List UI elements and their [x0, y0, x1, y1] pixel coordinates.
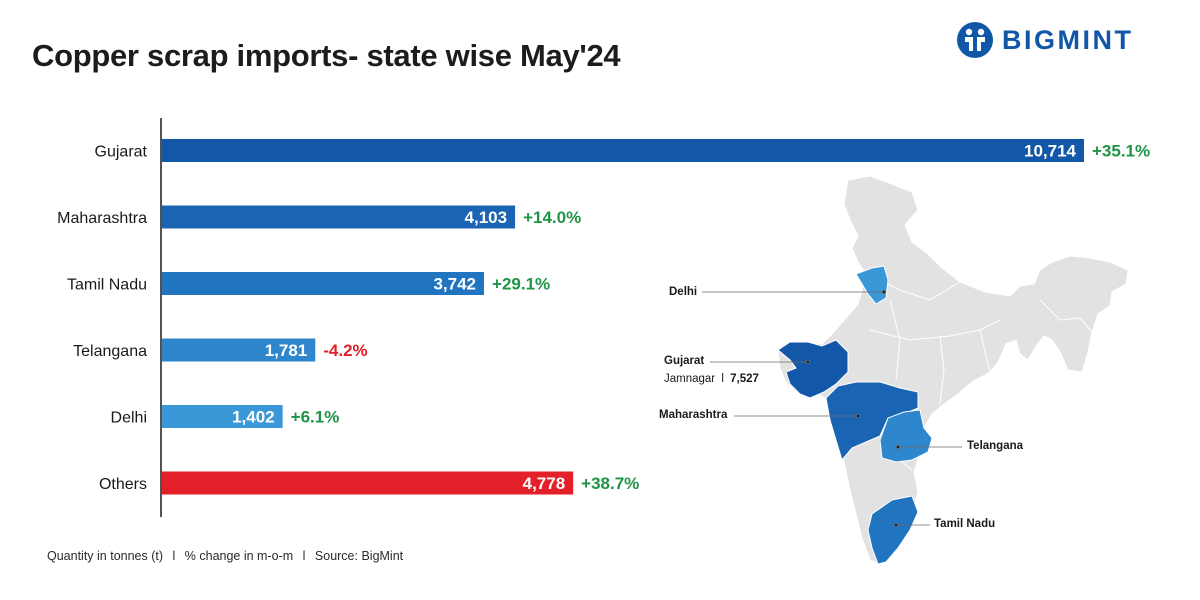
bar-gujarat [162, 139, 1084, 162]
change-label-delhi: +6.1% [291, 408, 340, 427]
map-label-maharashtra: Maharashtra [659, 409, 728, 421]
footer-change: % change in m-o-m [184, 549, 294, 563]
category-label-telangana: Telangana [73, 343, 147, 360]
map-label-telangana: Telangana [967, 440, 1024, 452]
brand-name: BIGMINT [1002, 24, 1134, 55]
bar-delhi [162, 405, 283, 428]
footer-sep-2: l [302, 549, 306, 563]
change-label-telangana: -4.2% [323, 341, 367, 360]
footer-note: Quantity in tonnes (t) l % change in m-o… [47, 549, 403, 563]
brand-logo: BIGMINT [956, 20, 1166, 60]
page-title: Copper scrap imports- state wise May'24 [32, 38, 621, 73]
category-label-delhi: Delhi [111, 410, 147, 427]
value-label-telangana: 1,781 [265, 341, 308, 360]
value-label-others: 4,778 [523, 474, 566, 493]
change-label-gujarat: +35.1% [1092, 142, 1150, 161]
map-label-tamil-nadu: Tamil Nadu [934, 518, 996, 530]
bar-tamil-nadu [162, 272, 485, 295]
map-gujarat-city: Jamnagar [664, 373, 716, 385]
category-label-maharashtra: Maharashtra [57, 210, 147, 227]
map-label-gujarat: Gujarat [664, 355, 705, 367]
footer-source: Source: BigMint [314, 549, 404, 563]
change-label-maharashtra: +14.0% [523, 208, 581, 227]
value-label-maharashtra: 4,103 [465, 208, 508, 227]
value-label-tamil-nadu: 3,742 [433, 275, 476, 294]
category-label-gujarat: Gujarat [95, 144, 148, 161]
brand-emblem-icon [957, 22, 993, 58]
category-label-tamil-nadu: Tamil Nadu [67, 277, 147, 294]
bar-maharashtra [162, 205, 516, 229]
change-label-tamil-nadu: +29.1% [492, 275, 550, 294]
footer-unit: Quantity in tonnes (t) [47, 549, 164, 563]
map-sublabel-gujarat: Jamnagar l 7,527 [664, 373, 759, 385]
bar-others [162, 471, 574, 495]
footer-sep-1: l [172, 549, 176, 563]
value-label-gujarat: 10,714 [1024, 142, 1077, 161]
bar-telangana [162, 338, 316, 362]
map-gujarat-sep: l [721, 373, 724, 385]
change-label-others: +38.7% [581, 474, 639, 493]
map-gujarat-value: 7,527 [730, 373, 759, 385]
map-label-delhi: Delhi [669, 286, 698, 298]
value-label-delhi: 1,402 [232, 408, 275, 427]
category-label-others: Others [99, 476, 147, 493]
bars-group: Gujarat 10,714 +35.1% Maharashtra 4,103 +14.0… [57, 139, 1150, 495]
